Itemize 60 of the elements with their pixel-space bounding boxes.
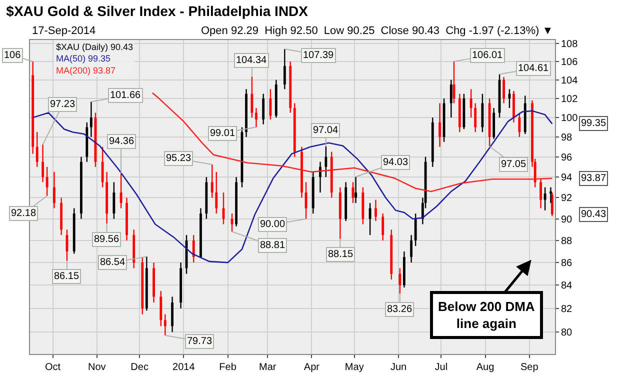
annotation: 95.23 <box>166 153 192 164</box>
y-tick-label: 90 <box>561 214 573 226</box>
y-tick-label: 80 <box>561 328 573 339</box>
line-series <box>152 92 553 192</box>
annotation: 86.15 <box>54 271 80 282</box>
annotation: 97.05 <box>501 159 526 170</box>
x-tick-label: Dec <box>130 362 148 373</box>
y-tick-label: 96 <box>561 152 573 164</box>
annotation: 93.87 <box>581 173 606 184</box>
annotation: 97.04 <box>313 125 338 136</box>
annotation: 86.54 <box>100 257 126 268</box>
x-tick-label: Mar <box>258 362 277 373</box>
chart-title: $XAU Gold & Silver Index - Philadelphia INDX <box>6 3 309 20</box>
y-tick-label: 106 <box>561 57 578 68</box>
y-tick-label: 104 <box>561 75 578 86</box>
annotation: 99.01 <box>210 128 236 139</box>
x-tick-label: Aug <box>476 362 494 373</box>
x-tick-label: Sep <box>520 362 539 373</box>
annotation: 90.43 <box>581 209 606 220</box>
annotation: 88.15 <box>328 249 354 260</box>
x-tick-label: Jun <box>390 362 407 373</box>
annotation: 92.18 <box>11 208 36 219</box>
y-tick-label: 84 <box>561 280 573 292</box>
text: Open 92.29 High 92.50 Low 90.25 Close 90.43 Chg -1.97 (-2.13%) ▼ <box>201 25 554 37</box>
annotation: 106.01 <box>472 50 504 61</box>
chart-subtitle: 17-Sep-2014 <box>32 25 96 37</box>
annotation: 94.03 <box>383 157 408 168</box>
annotation: 104.34 <box>236 55 268 66</box>
text: MA(50) 99.35 <box>56 54 111 64</box>
y-tick-label: 88 <box>561 236 573 247</box>
x-tick-label: Oct <box>44 362 61 373</box>
text: MA(200) 93.87 <box>56 65 116 76</box>
text: $XAU (Daily) 90.43 <box>56 42 134 52</box>
annotation: 94.36 <box>109 136 134 147</box>
annotation: 99.35 <box>581 118 606 129</box>
y-tick-label: 92 <box>561 193 573 204</box>
annotation: 104.61 <box>518 63 550 74</box>
annotation: 79.73 <box>187 336 212 347</box>
x-tick-label: May <box>344 362 364 373</box>
x-tick-label: Feb <box>219 362 237 373</box>
y-tick-label: 82 <box>561 304 573 315</box>
y-tick-label: 94 <box>561 172 573 184</box>
y-tick-label: 102 <box>561 94 578 106</box>
annotation: 97.23 <box>50 99 76 110</box>
x-tick-label: Nov <box>88 362 106 373</box>
annotation: 106 <box>4 50 22 61</box>
y-tick-label: 108 <box>561 39 578 50</box>
annotation: 107.39 <box>303 50 334 61</box>
y-tick-label: 100 <box>561 113 578 124</box>
annotation: Below 200 DMA line again <box>438 299 536 331</box>
x-tick-label: Jul <box>434 362 448 373</box>
annotation: 101.66 <box>110 90 142 101</box>
y-tick-label: 86 <box>561 258 573 270</box>
annotation: 90.00 <box>260 219 286 230</box>
annotation: 83.26 <box>387 304 412 315</box>
y-tick-label: 98 <box>561 132 573 144</box>
annotation: 89.56 <box>94 234 120 245</box>
annotation: 88.81 <box>260 240 286 251</box>
x-tick-label: 2014 <box>172 362 196 373</box>
x-tick-label: Apr <box>304 362 320 373</box>
